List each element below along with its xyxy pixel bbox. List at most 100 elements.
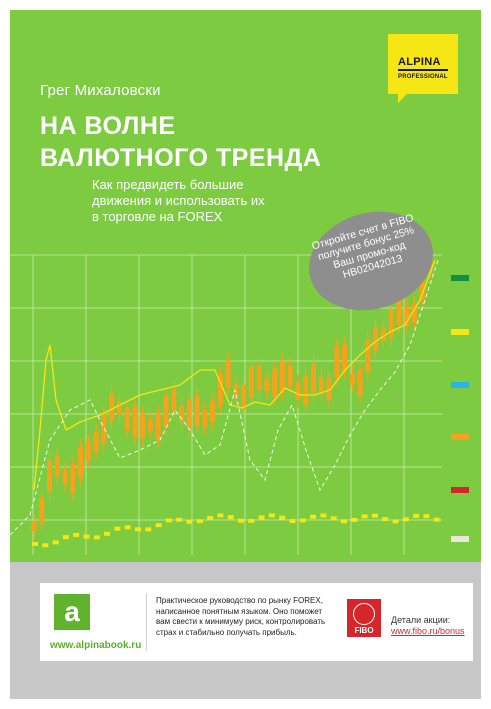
indicator-dash xyxy=(248,518,255,523)
subtitle-line-3: в торговле на FOREX xyxy=(92,209,223,224)
indicator-dash xyxy=(258,515,265,520)
indicator-dash xyxy=(93,535,100,540)
indicator-dash xyxy=(413,513,420,518)
candle-body xyxy=(411,303,417,323)
fibo-globe-logo: FIBO xyxy=(347,599,381,637)
indicator-dash xyxy=(114,526,121,531)
candle-body xyxy=(233,384,239,397)
indicator-dash xyxy=(32,542,38,546)
globe-icon xyxy=(353,603,375,625)
indicator-dash xyxy=(73,532,80,537)
candle-body xyxy=(210,401,216,422)
swatch-orange xyxy=(451,434,469,440)
candle-body xyxy=(241,384,247,410)
candle-body xyxy=(349,373,355,385)
fibo-label: FIBO xyxy=(354,626,374,635)
alpina-logo: ALPINA PROFESSIONAL xyxy=(388,34,458,106)
candle-body xyxy=(419,269,425,301)
candle-body xyxy=(279,361,285,393)
indicator-dash xyxy=(135,527,141,532)
indicator-dash xyxy=(186,519,193,524)
candle-body xyxy=(194,395,200,426)
candle-body xyxy=(124,407,130,432)
candle-body xyxy=(334,346,340,379)
indicator-dash xyxy=(320,513,327,518)
publisher-series: PROFESSIONAL xyxy=(398,74,448,80)
book-subtitle: Как предвидеть большие движения и исполь… xyxy=(92,177,265,225)
indicator-dash xyxy=(423,514,430,519)
candle-body xyxy=(31,521,37,531)
indicator-dash xyxy=(104,531,111,536)
alpina-a-glyph: a xyxy=(64,596,80,627)
candle-body xyxy=(225,360,231,389)
candle-body xyxy=(179,405,185,422)
decorative-chart xyxy=(10,236,442,555)
alpina-logo-box: ALPINA PROFESSIONAL xyxy=(388,34,458,94)
yellow-trend-line xyxy=(33,259,436,491)
desc-line-1: Практическое руководство по рынку FOREX, xyxy=(156,596,323,605)
indicator-dash xyxy=(124,525,131,530)
indicator-dash xyxy=(268,513,275,518)
alpina-a-logo: a xyxy=(54,594,90,630)
indicator-dash xyxy=(392,519,399,524)
candle-body xyxy=(109,392,115,422)
details-link[interactable]: www.fibo.ru/bonus xyxy=(391,626,465,636)
candle-body xyxy=(70,463,76,494)
indicator-dash xyxy=(227,515,234,520)
subtitle-line-2: движения и использовать их xyxy=(92,193,265,208)
white-dashed-line xyxy=(10,259,439,536)
candle-body xyxy=(357,369,363,396)
candle-body xyxy=(256,365,262,391)
indicator-dash xyxy=(351,517,358,522)
indicator-dash xyxy=(299,518,306,523)
info-card: a www.alpinabook.ru Практическое руковод… xyxy=(40,583,473,661)
candle-body xyxy=(47,460,53,493)
candle-body xyxy=(93,431,99,452)
desc-line-3: вам свести к минимуму риск, контролирова… xyxy=(156,617,326,626)
candle-body xyxy=(272,369,278,397)
swatch-yellow xyxy=(451,329,469,335)
book-title: НА ВОЛНЕ ВАЛЮТНОГО ТРЕНДА xyxy=(40,110,321,174)
indicator-dash xyxy=(196,519,203,524)
candle-body xyxy=(326,378,332,401)
indicator-dash xyxy=(145,527,152,532)
book-cover: Грег Михаловски НА ВОЛНЕ ВАЛЮТНОГО ТРЕНД… xyxy=(10,10,481,699)
indicator-dash xyxy=(83,534,90,539)
candle-body xyxy=(163,395,169,428)
candle-body xyxy=(311,363,317,394)
candle-body xyxy=(388,309,394,338)
candle-body xyxy=(248,366,254,399)
swatch-green xyxy=(451,275,469,281)
indicator-dash xyxy=(52,540,59,545)
candle-body xyxy=(318,376,324,393)
candle-body xyxy=(54,454,60,478)
swatch-blue xyxy=(451,382,469,388)
subtitle-line-1: Как предвидеть большие xyxy=(92,177,244,192)
indicator-dash xyxy=(155,523,162,528)
indicator-dash xyxy=(165,518,172,523)
indicator-dash xyxy=(433,517,440,522)
indicator-dash xyxy=(207,516,214,521)
candle-body xyxy=(132,405,138,438)
candle-body xyxy=(380,327,386,342)
promo-details: Детали акции: www.fibo.ru/bonus xyxy=(391,615,465,637)
indicator-dash xyxy=(402,517,409,522)
candle-body xyxy=(202,410,208,428)
candle-body xyxy=(264,378,270,392)
publisher-name: ALPINA xyxy=(398,56,441,68)
candle-body xyxy=(39,497,45,524)
site-link[interactable]: www.alpinabook.ru xyxy=(50,640,142,651)
candle-body xyxy=(287,365,293,387)
indicator-dash xyxy=(176,517,183,522)
card-divider xyxy=(146,593,147,651)
indicator-dash xyxy=(341,519,347,524)
candle-body xyxy=(85,442,91,461)
swatch-red xyxy=(451,487,469,493)
swatch-white xyxy=(451,536,469,542)
candle-body xyxy=(373,327,379,351)
indicator-dash xyxy=(310,514,317,519)
candle-body xyxy=(186,398,192,429)
candle-body xyxy=(62,469,68,485)
indicator-dash xyxy=(238,518,244,523)
candle-body xyxy=(140,412,146,439)
